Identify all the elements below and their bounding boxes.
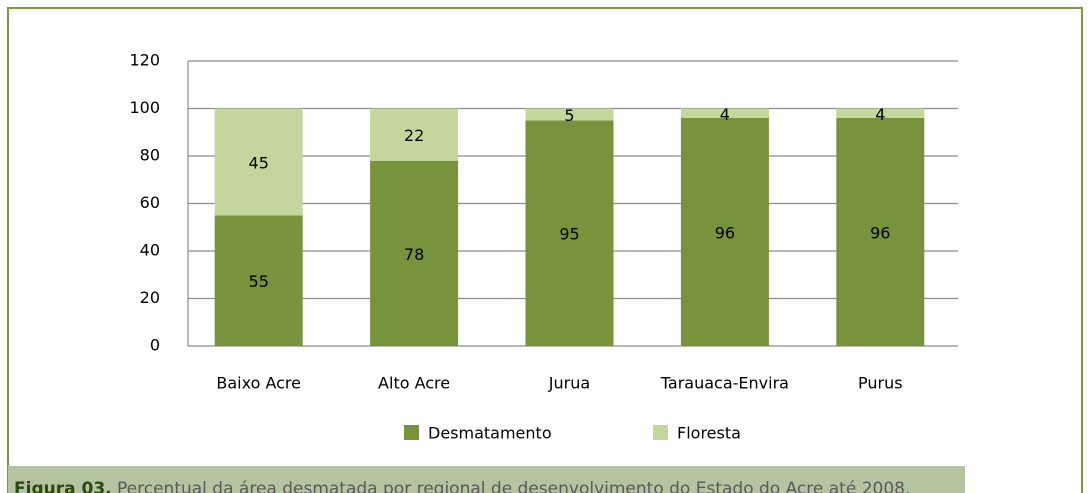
bar-segment	[680, 118, 769, 346]
bar-segment	[836, 108, 925, 118]
data-label: 22	[404, 126, 424, 145]
bar-segment	[836, 118, 925, 346]
bar-segment	[214, 108, 303, 216]
y-tick-label: 80	[140, 146, 160, 165]
bar-segment	[214, 215, 303, 346]
data-label: 96	[715, 224, 735, 243]
data-label: 96	[870, 224, 890, 243]
data-label: 55	[249, 272, 269, 291]
frame	[7, 7, 1083, 493]
x-tick-label: Purus	[858, 374, 903, 393]
bar-segment	[370, 108, 459, 161]
data-label: 4	[720, 105, 730, 124]
y-tick-label: 60	[140, 193, 160, 212]
y-tick-label: 120	[129, 51, 160, 70]
data-label: 5	[564, 106, 574, 125]
bar-segment	[680, 108, 769, 118]
data-label: 45	[249, 153, 269, 172]
caption: Figura 03. Percentual da área desmatada …	[14, 479, 910, 493]
caption-text: Percentual da área desmatada por regiona…	[117, 479, 910, 493]
legend-swatch	[653, 425, 668, 440]
y-tick-label: 40	[140, 241, 160, 260]
legend-swatch	[404, 425, 419, 440]
bar-segment	[525, 120, 614, 346]
y-tick-label: 100	[129, 98, 160, 117]
data-label: 95	[559, 225, 579, 244]
x-tick-label: Jurua	[548, 374, 590, 393]
caption-bar	[8, 466, 965, 493]
x-tick-label: Alto Acre	[378, 374, 450, 393]
x-tick-label: Baixo Acre	[216, 374, 301, 393]
legend-label: Desmatamento	[428, 424, 552, 443]
x-tick-label: Tarauaca-Envira	[660, 374, 789, 393]
y-tick-label: 0	[150, 336, 160, 355]
data-label: 4	[875, 105, 885, 124]
data-label: 78	[404, 245, 424, 264]
legend-label: Floresta	[677, 424, 741, 443]
caption-label: Figura 03.	[14, 479, 112, 493]
bar-segment	[525, 108, 614, 121]
bar-segment	[370, 160, 459, 346]
y-tick-label: 20	[140, 288, 160, 307]
